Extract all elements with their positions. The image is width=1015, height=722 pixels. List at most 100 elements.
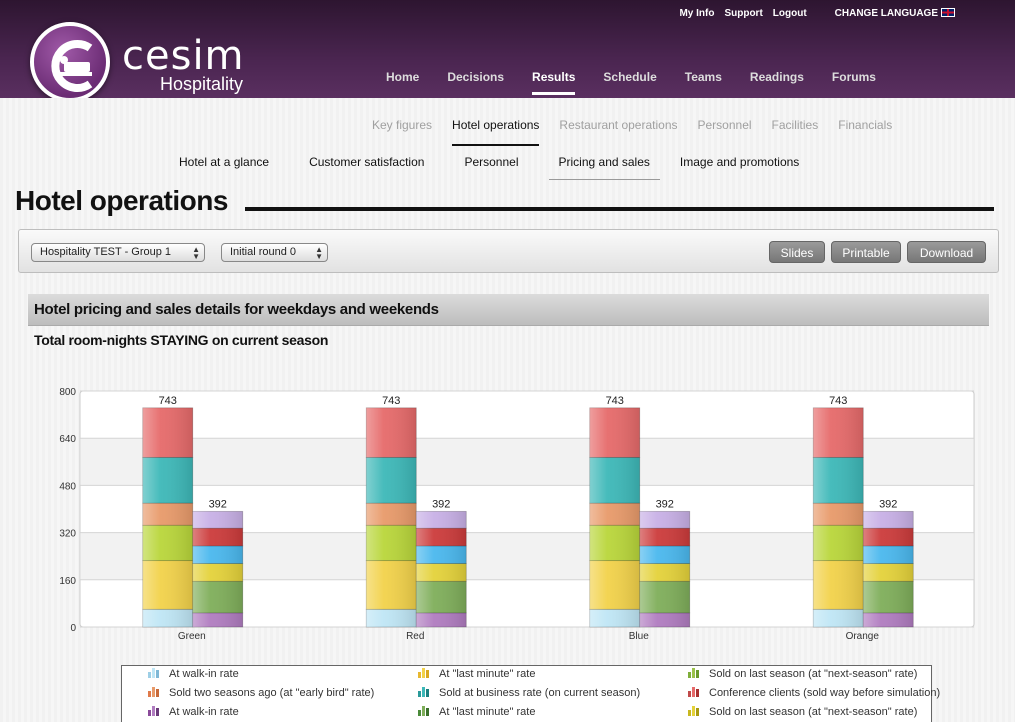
select-arrows-icon: ▲ ▼ xyxy=(192,245,200,261)
bar-segment-shine xyxy=(813,525,864,561)
legend-bar-icon xyxy=(688,706,699,716)
y-tick-label: 800 xyxy=(59,387,76,398)
bar-segment-shine xyxy=(863,528,914,546)
tab-personnel-sub[interactable]: Personnel xyxy=(464,155,519,169)
bar-segment-shine xyxy=(366,525,417,561)
bar-segment-shine xyxy=(192,545,243,564)
download-button[interactable]: Download xyxy=(907,241,986,263)
subnav-hotel-operations: Hotel at a glance Customer satisfaction … xyxy=(179,155,799,180)
round-select[interactable]: Initial round 0 ▲ ▼ xyxy=(221,243,328,262)
nav-readings[interactable]: Readings xyxy=(749,70,804,84)
bar-segment-shine xyxy=(589,503,640,526)
bar-segment-shine xyxy=(142,609,193,627)
bar-total-label: 392 xyxy=(879,498,897,510)
y-tick-label: 0 xyxy=(70,623,76,634)
bar-segment-shine xyxy=(639,511,690,529)
bar-segment-shine xyxy=(366,503,417,526)
tab-hotel-operations[interactable]: Hotel operations xyxy=(452,118,540,146)
bar-segment-shine xyxy=(863,581,914,613)
bar-segment-shine xyxy=(639,528,690,546)
legend-label: Sold on last season (at "next-season" ra… xyxy=(709,706,918,718)
legend-item: Sold at business rate (on current season… xyxy=(418,687,640,699)
logo-icon[interactable] xyxy=(30,22,110,102)
legend-item: Sold two seasons ago (at "early bird" ra… xyxy=(148,687,374,699)
legend-item: At walk-in rate xyxy=(148,706,239,718)
bar-total-label: 392 xyxy=(209,498,227,510)
header-band: My Info Support Logout CHANGE LANGUAGE c… xyxy=(0,0,1015,102)
support-link[interactable]: Support xyxy=(724,8,763,19)
my-info-link[interactable]: My Info xyxy=(679,8,715,19)
bar-segment-shine xyxy=(192,563,243,582)
brand-sub: Hospitality xyxy=(160,74,244,94)
bar-segment-shine xyxy=(192,528,243,546)
tab-key-figures[interactable]: Key figures xyxy=(372,118,433,132)
bar-segment-shine xyxy=(589,609,640,627)
group-select[interactable]: Hospitality TEST - Group 1 ▲ ▼ xyxy=(31,243,205,262)
bar-segment-shine xyxy=(639,581,690,613)
bar-segment-shine xyxy=(813,609,864,627)
legend-bar-icon xyxy=(688,668,699,678)
legend-label: At walk-in rate xyxy=(169,706,239,718)
change-language-label: CHANGE LANGUAGE xyxy=(834,8,938,19)
subnav-results: Key figures Hotel operations Restaurant … xyxy=(372,118,912,146)
bar-segment-shine xyxy=(192,612,243,627)
bar-segment-shine xyxy=(192,581,243,613)
bar-segment-shine xyxy=(813,457,864,504)
tab-facilities[interactable]: Facilities xyxy=(771,118,819,132)
toolbar: Hospitality TEST - Group 1 ▲ ▼ Initial ro… xyxy=(18,229,999,273)
bar-segment-shine xyxy=(416,563,467,582)
tab-pricing-and-sales[interactable]: Pricing and sales xyxy=(548,155,660,180)
bar-total-label: 743 xyxy=(829,395,847,407)
x-category-label: Green xyxy=(178,631,206,642)
bar-segment-shine xyxy=(813,560,864,610)
legend-label: At walk-in rate xyxy=(169,668,239,680)
nav-teams[interactable]: Teams xyxy=(684,70,722,84)
legend-bar-icon xyxy=(418,668,429,678)
uk-flag-icon xyxy=(941,8,955,17)
y-tick-label: 640 xyxy=(59,434,76,445)
group-select-value: Hospitality TEST - Group 1 xyxy=(40,246,172,258)
nav-forums[interactable]: Forums xyxy=(831,70,876,84)
bar-segment-shine xyxy=(416,581,467,613)
y-tick-label: 480 xyxy=(59,481,76,492)
nav-decisions[interactable]: Decisions xyxy=(447,70,505,84)
legend-item: At walk-in rate xyxy=(148,668,239,680)
tab-personnel[interactable]: Personnel xyxy=(697,118,752,132)
tab-hotel-at-a-glance[interactable]: Hotel at a glance xyxy=(179,155,270,169)
y-tick-label: 320 xyxy=(59,529,76,540)
stacked-bar-chart: 0 160 320 480 640 800 743 392 Green 743 392 Red 743 3… xyxy=(59,387,975,642)
legend-label: Conference clients (sold way before simu… xyxy=(709,687,941,699)
nav-schedule[interactable]: Schedule xyxy=(603,70,657,84)
nav-home[interactable]: Home xyxy=(386,70,420,84)
legend-bar-icon xyxy=(418,687,429,697)
bar-segment-shine xyxy=(142,525,193,561)
bar-segment-shine xyxy=(863,545,914,564)
bar-segment-shine xyxy=(589,457,640,504)
change-language-link[interactable]: CHANGE LANGUAGE xyxy=(835,8,955,19)
bar-segment-shine xyxy=(639,612,690,627)
bar-segment-shine xyxy=(416,511,467,529)
bar-total-label: 392 xyxy=(432,498,450,510)
tab-image-and-promotions[interactable]: Image and promotions xyxy=(679,155,800,169)
bar-segment-shine xyxy=(192,511,243,529)
bar-segment-shine xyxy=(863,612,914,627)
tab-financials[interactable]: Financials xyxy=(838,118,893,132)
legend-item: Sold on last season (at "next-season" ra… xyxy=(688,706,917,718)
nav-results[interactable]: Results xyxy=(532,70,576,95)
bar-segment-shine xyxy=(366,609,417,627)
printable-button[interactable]: Printable xyxy=(831,241,901,263)
tab-customer-satisfaction[interactable]: Customer satisfaction xyxy=(309,155,425,169)
bar-total-label: 392 xyxy=(656,498,674,510)
legend-label: Sold two seasons ago (at "early bird" ra… xyxy=(169,687,375,699)
logout-link[interactable]: Logout xyxy=(772,8,807,19)
bar-segment-shine xyxy=(416,612,467,627)
legend-item: Sold on last season (at "next-season" ra… xyxy=(688,668,917,680)
round-select-value: Initial round 0 xyxy=(230,246,297,258)
legend-bar-icon xyxy=(418,706,429,716)
chart-legend: At walk-in rate At "last minute" rate Sold… xyxy=(121,665,940,722)
y-tick-label: 160 xyxy=(59,576,76,587)
slides-button[interactable]: Slides xyxy=(769,241,825,263)
tab-restaurant-operations[interactable]: Restaurant operations xyxy=(559,118,678,132)
legend-label: Sold on last season (at "next-season" ra… xyxy=(709,668,918,680)
legend-item: At "last minute" rate xyxy=(418,668,535,680)
